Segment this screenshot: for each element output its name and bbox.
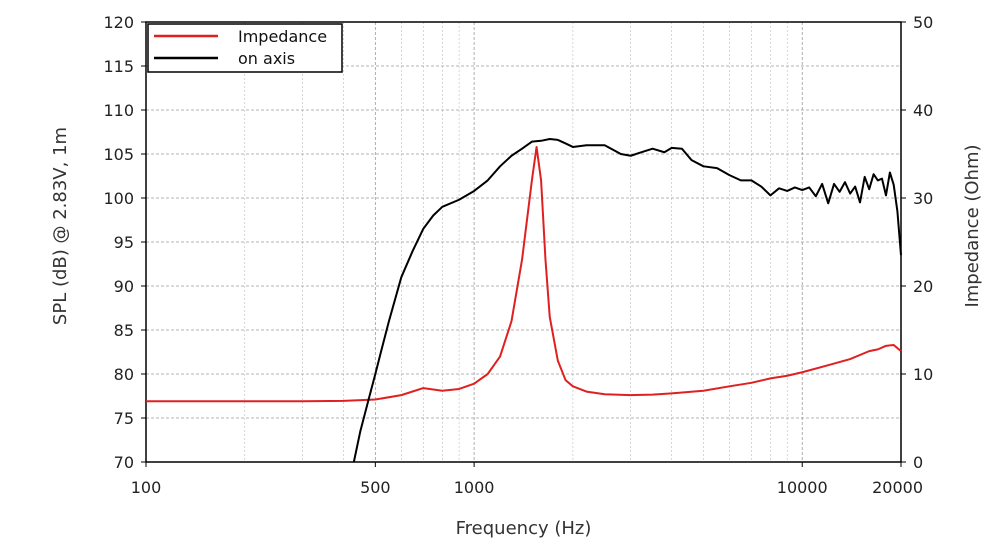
- y-tick-label: 115: [103, 57, 134, 76]
- x-axis-label: Frequency (Hz): [456, 518, 592, 539]
- y2-tick-label: 30: [913, 189, 933, 208]
- y2-tick-label: 20: [913, 277, 933, 296]
- y2-tick-label: 0: [913, 453, 923, 472]
- series-line-on-axis: [352, 138, 902, 463]
- series-lines: [146, 138, 902, 463]
- y-axis-ticks-right: 0 10 20 30 40 50: [901, 13, 933, 472]
- y2-tick-label: 10: [913, 365, 933, 384]
- y-tick-label: 70: [114, 453, 134, 472]
- x-tick-label: 500: [360, 478, 391, 497]
- x-tick-label: 10000: [777, 478, 828, 497]
- legend-box: [147, 23, 343, 73]
- x-tick-label: 1000: [454, 478, 495, 497]
- y-tick-label: 95: [114, 233, 134, 252]
- y-axis-label-right: Impedance (Ohm): [962, 144, 983, 307]
- y-tick-label: 105: [103, 145, 134, 164]
- y-tick-label: 90: [114, 277, 134, 296]
- y-axis-ticks-left: 70 75 80 85 90 95 100 105 110 115 120: [103, 13, 146, 472]
- series-line-impedance: [146, 145, 902, 403]
- legend: Impedance on axis: [147, 23, 343, 73]
- x-tick-label: 20000: [872, 478, 923, 497]
- legend-label-on-axis: on axis: [238, 49, 295, 68]
- y-tick-label: 120: [103, 13, 134, 32]
- y-tick-label: 75: [114, 409, 134, 428]
- y2-tick-label: 50: [913, 13, 933, 32]
- x-axis-ticks: 100 500 1000 10000 20000: [131, 462, 923, 497]
- y-tick-label: 85: [114, 321, 134, 340]
- legend-label-impedance: Impedance: [238, 27, 327, 46]
- x-tick-label: 100: [131, 478, 162, 497]
- y-tick-label: 80: [114, 365, 134, 384]
- y-tick-label: 100: [103, 189, 134, 208]
- y2-tick-label: 40: [913, 101, 933, 120]
- y-axis-label-left: SPL (dB) @ 2.83V, 1m: [50, 127, 71, 325]
- y-tick-label: 110: [103, 101, 134, 120]
